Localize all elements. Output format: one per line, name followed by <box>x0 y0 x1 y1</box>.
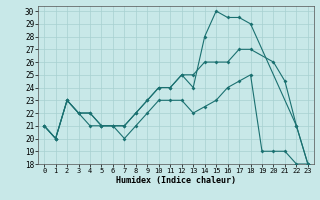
X-axis label: Humidex (Indice chaleur): Humidex (Indice chaleur) <box>116 176 236 185</box>
